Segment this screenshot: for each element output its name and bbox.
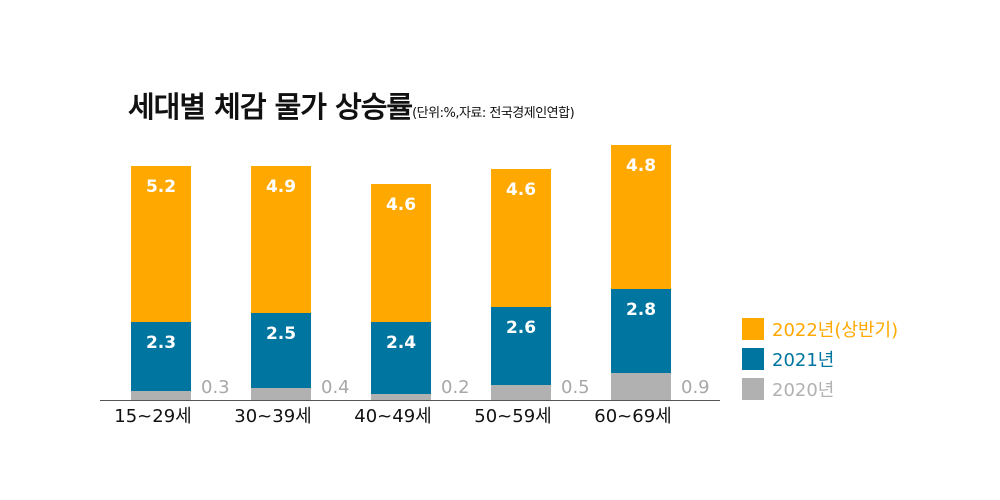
bar-segment	[371, 322, 431, 394]
data-label: 2.6	[506, 318, 536, 338]
category-label: 30~39세	[234, 406, 311, 427]
category-label: 60~69세	[594, 406, 671, 427]
bar-segment	[491, 307, 551, 385]
bar-segment	[611, 289, 671, 373]
data-label: 2.4	[386, 333, 416, 353]
legend-swatch	[742, 318, 764, 340]
legend-swatch	[742, 348, 764, 370]
legend-label: 2021년	[772, 350, 834, 371]
data-label: 0.9	[681, 377, 710, 398]
bar-segment	[251, 166, 311, 313]
data-label: 0.4	[321, 377, 350, 398]
bar-segment	[611, 145, 671, 289]
category-label: 40~49세	[354, 406, 431, 427]
category-label: 15~29세	[114, 406, 191, 427]
bar-segment	[371, 394, 431, 400]
data-label: 0.5	[561, 377, 590, 398]
data-label: 5.2	[146, 177, 176, 197]
bar-segment	[251, 313, 311, 388]
data-label: 0.2	[441, 377, 470, 398]
bar-segment	[251, 388, 311, 400]
data-label: 0.3	[201, 377, 230, 398]
chart-title: 세대별 체감 물가 상승률	[128, 90, 413, 124]
category-label: 50~59세	[474, 406, 551, 427]
data-label: 2.5	[266, 324, 296, 344]
bar-segment	[491, 169, 551, 307]
chart-subtitle: (단위:%,자료: 전국경제인연합)	[412, 106, 575, 121]
legend-label: 2022년(상반기)	[772, 320, 898, 341]
data-label: 2.3	[146, 333, 176, 353]
bar-segment	[131, 166, 191, 322]
bar-segment	[131, 322, 191, 391]
legend-label: 2020년	[772, 380, 834, 401]
data-label: 4.6	[506, 180, 536, 200]
chart-title-block: 세대별 체감 물가 상승률(단위:%,자료: 전국경제인연합)	[128, 84, 575, 126]
bar-segment	[131, 391, 191, 400]
data-label: 2.8	[626, 300, 656, 320]
data-label: 4.9	[266, 177, 296, 197]
legend-swatch	[742, 378, 764, 400]
data-label: 4.6	[386, 195, 416, 215]
bar-segment	[611, 373, 671, 400]
bar-segment	[491, 385, 551, 400]
bar-segment	[371, 184, 431, 322]
data-label: 4.8	[626, 156, 656, 176]
